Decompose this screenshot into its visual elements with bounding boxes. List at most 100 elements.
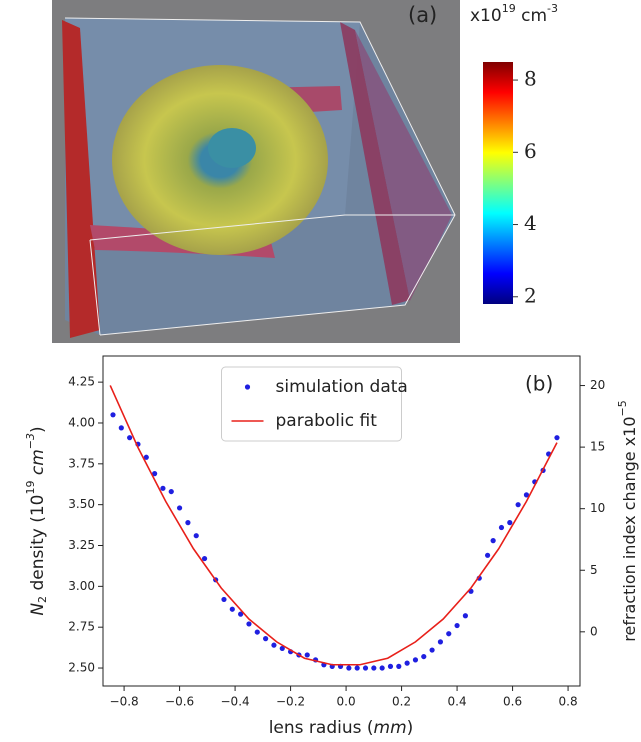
colorbar [483, 62, 513, 304]
data-point [507, 520, 513, 526]
data-point [221, 596, 227, 603]
y2-tick-label: 20 [590, 378, 605, 392]
data-point [379, 665, 385, 671]
data-point [421, 653, 427, 660]
x-tick-label: 0.0 [337, 695, 356, 709]
colorbar-tick-label: 6 [524, 139, 537, 163]
colorbar-tick-label: 8 [524, 67, 537, 91]
data-point [429, 647, 435, 653]
label-part: x10 [470, 6, 502, 26]
data-point [484, 552, 491, 558]
data-point [446, 631, 452, 637]
data-point [201, 555, 208, 562]
legend: simulation data parabolic fit [221, 366, 408, 442]
y-tick-label: 3.00 [68, 579, 95, 593]
panel-label: (a) [408, 3, 437, 27]
data-point [271, 642, 277, 648]
panel-label: (b) [525, 372, 553, 396]
data-point [229, 606, 235, 612]
data-point [396, 663, 402, 669]
y-tick-label: 2.50 [68, 661, 95, 675]
data-point [193, 533, 199, 539]
label-part: −3 [24, 433, 37, 449]
legend-box [221, 366, 402, 442]
colorbar-tick-label: 2 [524, 283, 537, 307]
data-point [118, 425, 124, 431]
data-point [160, 485, 166, 491]
data-point [143, 454, 149, 460]
x-tick-label: −0.4 [221, 695, 250, 709]
data-point [254, 629, 260, 635]
data-point [554, 435, 560, 441]
y2-tick-label: 0 [590, 624, 598, 638]
label-part: 2 [36, 596, 49, 603]
y-tick-label: 4.25 [68, 375, 95, 389]
x-tick-label: 0.2 [392, 695, 411, 709]
data-point [371, 665, 377, 671]
x-tick-label: −0.2 [276, 695, 305, 709]
data-point [462, 613, 468, 619]
plot-frame [102, 355, 581, 687]
y-axis-label: N2 density (1019 cm−3) [24, 426, 49, 615]
colorbar-label: x1019 cm-3 [470, 2, 558, 26]
colorbar-tick-label: 4 [524, 211, 537, 235]
y-tick-label: 2.75 [68, 620, 95, 634]
data-point [168, 488, 174, 495]
y2-tick-label: 10 [590, 501, 605, 515]
y2-axis-label: refraction index change x10−5 [616, 400, 639, 642]
data-point [176, 505, 183, 511]
y2-tick-label: 15 [590, 440, 605, 454]
data-point [523, 492, 530, 498]
data-point [412, 657, 419, 663]
label-part: −5 [616, 400, 629, 416]
data-point [246, 621, 252, 627]
data-point [127, 435, 133, 441]
label-part: ) [28, 426, 48, 433]
label-part: lens radius ( [269, 718, 374, 738]
data-point [110, 412, 116, 418]
label-part: cm [516, 6, 547, 26]
data-point [498, 524, 505, 531]
x-axis-label: lens radius (mm) [269, 718, 414, 738]
x-tick-label: 0.6 [503, 695, 522, 709]
data-point [238, 611, 244, 617]
data-point [437, 639, 444, 645]
data-point [362, 665, 369, 671]
data-point [279, 645, 285, 652]
legend-swatch [244, 384, 251, 390]
label-part: 19 [24, 481, 37, 495]
y-tick-label: 3.25 [68, 538, 95, 552]
data-point [354, 665, 360, 671]
data-point [152, 471, 158, 477]
data-point [454, 622, 460, 629]
data-point [263, 636, 269, 642]
data-point [185, 520, 191, 526]
data-point [304, 652, 310, 658]
label-part: ) [407, 718, 414, 738]
y-tick-label: 3.50 [68, 497, 95, 511]
label-part: refraction index change x10 [620, 416, 639, 641]
render-panel [52, 0, 460, 343]
label-part: N [28, 603, 48, 616]
data-point [490, 538, 496, 544]
y-tick-label: 4.00 [68, 415, 95, 429]
label-part: 19 [502, 2, 516, 15]
data-point [346, 665, 352, 671]
label-part: density (10 [28, 495, 48, 596]
x-tick-label: −0.6 [165, 695, 194, 709]
label-part: mm [374, 718, 407, 738]
label-part: -3 [547, 2, 558, 15]
legend-label: parabolic fit [276, 411, 378, 431]
y2-tick-label: 5 [590, 563, 598, 577]
y-tick-label: 3.75 [68, 456, 95, 470]
x-tick-label: 0.4 [448, 695, 467, 709]
data-point [387, 663, 394, 669]
x-tick-label: −0.8 [110, 695, 139, 709]
x-tick-label: 0.8 [559, 695, 578, 709]
data-point [404, 660, 410, 666]
label-part: cm [28, 449, 48, 475]
data-point [515, 502, 521, 508]
fit-line [109, 385, 558, 666]
legend-label: simulation data [276, 377, 408, 397]
